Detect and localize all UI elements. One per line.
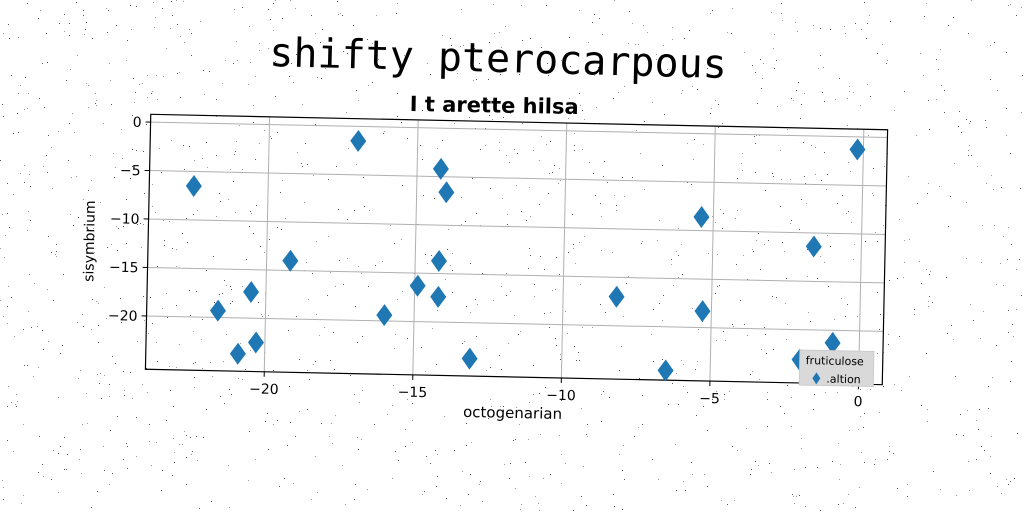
y-tick-label: −5 (120, 163, 141, 179)
data-point-diamond (243, 280, 260, 303)
data-point-diamond (185, 175, 202, 198)
data-point-diamond (693, 206, 710, 229)
y-tick-label: 0 (132, 115, 141, 131)
y-gridline (149, 170, 887, 187)
y-axis-label: sisymbrium (81, 200, 99, 282)
grid (146, 116, 888, 385)
legend-entry-label: .altion (826, 373, 861, 387)
x-gridline (857, 129, 865, 385)
y-tick-label: −10 (110, 211, 140, 228)
y-gridline (150, 121, 888, 139)
data-point-diamond (282, 249, 299, 272)
x-tick-label: −20 (249, 381, 279, 398)
data-point-diamond (430, 285, 447, 308)
legend-title: fruticulose (806, 354, 865, 368)
legend: fruticulose .altion (798, 349, 875, 388)
data-point-diamond (657, 359, 674, 382)
data-point-diamond (247, 331, 264, 354)
y-gridline (146, 315, 884, 332)
data-point-diamond (694, 300, 711, 323)
data-point-diamond (432, 157, 449, 180)
x-tick-label: −15 (398, 385, 428, 402)
x-gridline (560, 123, 568, 378)
x-tick-label: −5 (699, 391, 720, 407)
data-point-diamond (608, 285, 625, 308)
data-point-diamond (849, 138, 866, 161)
x-gridline (263, 116, 271, 372)
data-point-diamond (824, 331, 841, 354)
data-points (185, 129, 866, 382)
data-point-diamond (805, 235, 822, 258)
y-gridline (148, 218, 886, 235)
data-point-diamond (461, 347, 478, 370)
x-gridline (412, 119, 419, 375)
y-gridline (147, 266, 885, 284)
x-tick-label: −10 (546, 388, 576, 405)
data-point-diamond (229, 342, 246, 365)
axis-ticks: −20 −15 −10 −5 0 0 −5 −10 −15 −20 (108, 115, 863, 411)
data-point-diamond (376, 304, 393, 327)
data-point-diamond (438, 181, 455, 204)
data-point-diamond (209, 299, 226, 322)
x-axis-label: octogenarian (463, 403, 562, 423)
x-gridline (709, 126, 716, 382)
legend-marker-diamond (812, 372, 821, 385)
data-point-diamond (350, 129, 367, 152)
x-tick-label: 0 (853, 394, 862, 410)
plot-area-frame (144, 113, 889, 386)
data-point-diamond (430, 249, 447, 272)
y-tick-label: −20 (108, 308, 138, 325)
y-tick-label: −15 (109, 260, 139, 277)
data-point-diamond (409, 274, 426, 297)
